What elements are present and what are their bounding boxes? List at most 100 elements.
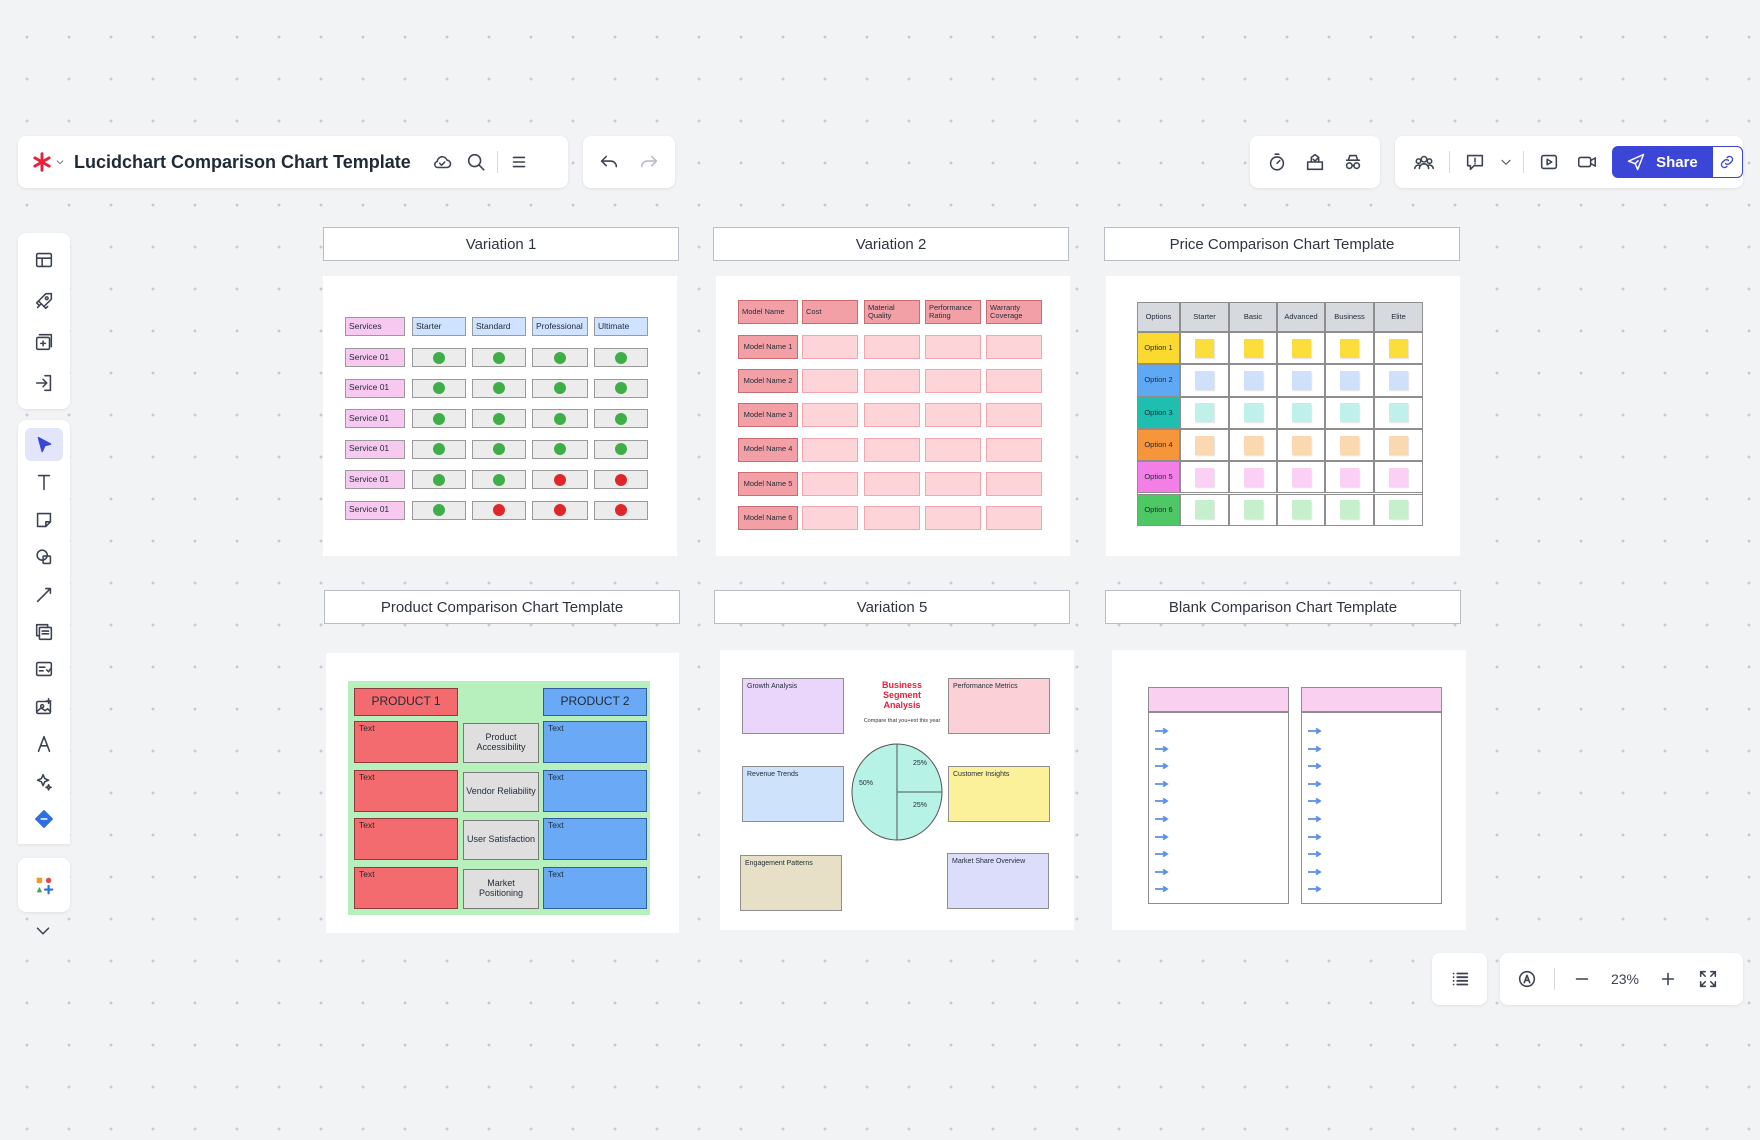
product-1-cell: Text — [354, 818, 458, 860]
link-icon — [1721, 155, 1734, 169]
private-mode-icon[interactable] — [1336, 145, 1370, 179]
arrow-bullet-icon — [1308, 727, 1322, 735]
arrow-bullet-icon — [1308, 797, 1322, 805]
product-1-cell: Text — [354, 866, 458, 909]
frame-label-variation-2[interactable]: Variation 2 — [713, 227, 1069, 261]
chevron-down-icon[interactable] — [26, 914, 60, 948]
sticky-note — [1243, 338, 1263, 358]
blank-list-body — [1148, 712, 1289, 904]
voting-icon[interactable] — [1298, 145, 1332, 179]
import-icon[interactable] — [25, 364, 63, 401]
sticky-note — [1195, 338, 1214, 358]
zoom-level[interactable]: 23% — [1610, 971, 1640, 987]
share-main[interactable]: Share — [1612, 146, 1712, 178]
undo-icon[interactable] — [592, 145, 626, 179]
status-cell — [412, 500, 466, 520]
table-tool-icon[interactable] — [25, 653, 63, 686]
frame-tool-icon[interactable] — [25, 615, 63, 648]
empty-cell — [986, 506, 1042, 530]
product-2-cell: Text — [543, 721, 647, 763]
zoom-in-icon[interactable] — [1651, 962, 1685, 996]
list-outline-icon[interactable] — [1443, 962, 1477, 996]
note-cell — [1277, 332, 1325, 365]
frame-label-product-comparison[interactable]: Product Comparison Chart Template — [324, 590, 680, 624]
lucid-logo-icon[interactable] — [28, 145, 68, 179]
column-header: Warranty Coverage — [986, 300, 1042, 324]
share-button[interactable]: Share — [1612, 146, 1743, 178]
variation-1-frame[interactable]: Services Starter Standard Professional Ultim… — [323, 276, 677, 556]
product-comparison-frame[interactable]: PRODUCT 1 PRODUCT 2 Text Product Accessibil… — [326, 653, 679, 933]
note-cell — [1180, 461, 1229, 494]
status-dot-green — [493, 351, 505, 364]
note-cell — [1229, 364, 1277, 397]
column-header: Advanced — [1277, 302, 1325, 332]
collaborators-icon[interactable] — [1407, 145, 1441, 179]
sticky-note-icon[interactable] — [25, 503, 63, 536]
arrow-bullet-icon — [1155, 885, 1169, 893]
integration-diamond-icon[interactable] — [25, 803, 63, 836]
timer-icon[interactable] — [1260, 145, 1294, 179]
redo-icon[interactable] — [632, 145, 666, 179]
copy-link-button[interactable] — [1711, 146, 1743, 178]
note-cell — [1374, 364, 1423, 397]
empty-cell — [925, 403, 981, 428]
blank-comparison-frame[interactable] — [1112, 650, 1466, 930]
empty-cell — [802, 335, 858, 359]
arrow-bullet-icon — [1155, 727, 1169, 735]
variation-5-frame[interactable]: Growth Analysis Performance Metrics Revenu… — [720, 650, 1074, 930]
frame-label-price-comparison[interactable]: Price Comparison Chart Template — [1104, 227, 1460, 261]
text-tool-icon[interactable] — [25, 465, 63, 498]
column-header: Standard — [472, 317, 526, 336]
price-comparison-frame[interactable]: Options Starter Basic Advanced Business Elite… — [1106, 276, 1460, 556]
column-header: Material Quality — [864, 300, 920, 324]
cloud-save-icon[interactable] — [425, 145, 459, 179]
sticky-note — [1340, 403, 1359, 423]
product-1-header: PRODUCT 1 — [354, 688, 458, 716]
column-header: Business — [1325, 302, 1374, 332]
ai-sparkle-icon[interactable] — [25, 765, 63, 798]
column-header: Services — [345, 317, 405, 336]
status-cell — [412, 409, 466, 428]
status-dot-green — [433, 443, 445, 455]
line-tool-icon[interactable] — [25, 578, 63, 611]
row-label: Model Name 2 — [738, 369, 798, 394]
templates-icon[interactable] — [25, 241, 63, 278]
shapes-icon[interactable] — [25, 540, 63, 573]
frame-label-blank-comparison[interactable]: Blank Comparison Chart Template — [1105, 590, 1461, 624]
sticky-note — [1243, 370, 1263, 390]
divider — [1554, 968, 1555, 990]
blank-list-body — [1301, 712, 1442, 904]
sticky-note — [1243, 435, 1263, 455]
product-2-header: PRODUCT 2 — [543, 688, 647, 716]
row-label: Service 01 — [345, 500, 405, 520]
present-icon[interactable] — [1532, 145, 1566, 179]
frame-label-variation-1[interactable]: Variation 1 — [323, 227, 679, 261]
frame-label-variation-5[interactable]: Variation 5 — [714, 590, 1070, 624]
empty-cell — [802, 506, 858, 530]
arrow-bullet-icon — [1308, 780, 1322, 788]
arrow-bullet-icon — [1308, 762, 1322, 770]
fullscreen-icon[interactable] — [1691, 962, 1725, 996]
apps-icon[interactable] — [25, 867, 63, 904]
status-cell — [472, 470, 526, 489]
column-header: Cost — [802, 300, 858, 324]
hamburger-menu-icon[interactable] — [502, 145, 536, 179]
zoom-out-icon[interactable] — [1565, 962, 1599, 996]
document-title[interactable]: Lucidchart Comparison Chart Template — [74, 151, 411, 172]
select-tool-icon[interactable] — [25, 428, 63, 462]
rocket-icon[interactable] — [25, 282, 63, 319]
chevron-down-icon[interactable] — [1496, 145, 1516, 179]
comments-icon[interactable] — [1458, 145, 1492, 179]
blank-list-header — [1148, 687, 1289, 712]
arrow-bullet-icon — [1308, 868, 1322, 876]
add-frame-icon[interactable] — [25, 323, 63, 360]
variation-2-frame[interactable]: Model Name Cost Material Quality Performanc… — [716, 276, 1070, 556]
video-call-icon[interactable] — [1570, 145, 1604, 179]
image-upload-icon[interactable] — [25, 690, 63, 723]
sticky-note — [1291, 338, 1311, 358]
autofit-icon[interactable] — [1510, 962, 1544, 996]
search-icon[interactable] — [459, 145, 493, 179]
empty-cell — [925, 471, 981, 496]
pen-tool-icon[interactable] — [25, 728, 63, 761]
empty-cell — [864, 437, 920, 462]
